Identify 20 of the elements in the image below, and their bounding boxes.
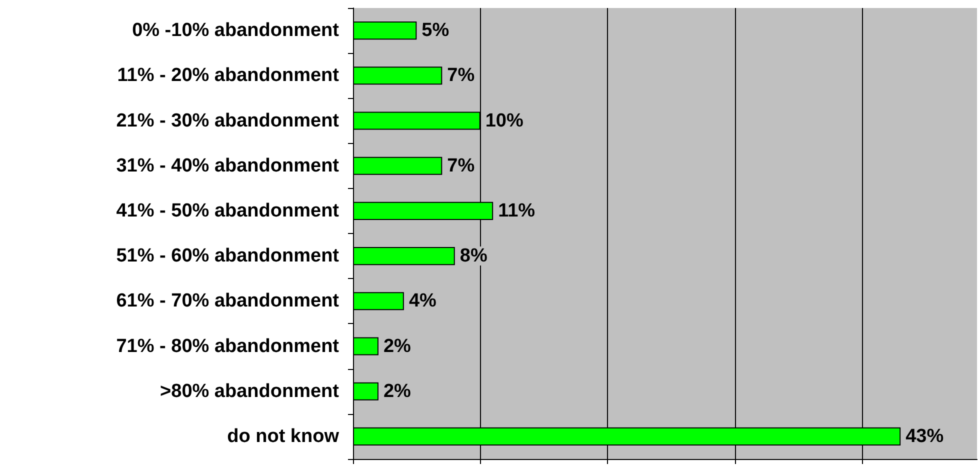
- y-tick-label: 51% - 60% abandonment: [116, 246, 340, 267]
- y-tick-label: 71% - 80% abandonment: [116, 336, 340, 357]
- y-tick-label: do not know: [227, 426, 340, 447]
- y-tick-label: 61% - 70% abandonment: [116, 290, 340, 312]
- y-tick-label: 0% -10% abandonment: [132, 20, 340, 42]
- y-tick-label: 31% - 40% abandonment: [116, 155, 340, 176]
- y-tick-label: 41% - 50% abandonment: [116, 200, 340, 222]
- data-label: 2%: [383, 380, 412, 402]
- data-label: 5%: [422, 20, 450, 42]
- data-label: 10%: [485, 110, 524, 132]
- y-tick-label: 11% - 20% abandonment: [117, 65, 340, 86]
- y-tick-label: 21% - 30% abandonment: [116, 110, 340, 132]
- data-label: 8%: [460, 246, 488, 267]
- data-label: 4%: [408, 290, 437, 312]
- data-label: 7%: [447, 155, 475, 176]
- data-label: 7%: [447, 65, 475, 86]
- y-tick-label: >80% abandonment: [160, 380, 340, 402]
- data-label: 43%: [906, 426, 944, 447]
- data-label: 2%: [383, 336, 412, 357]
- data-label: 11%: [498, 200, 536, 222]
